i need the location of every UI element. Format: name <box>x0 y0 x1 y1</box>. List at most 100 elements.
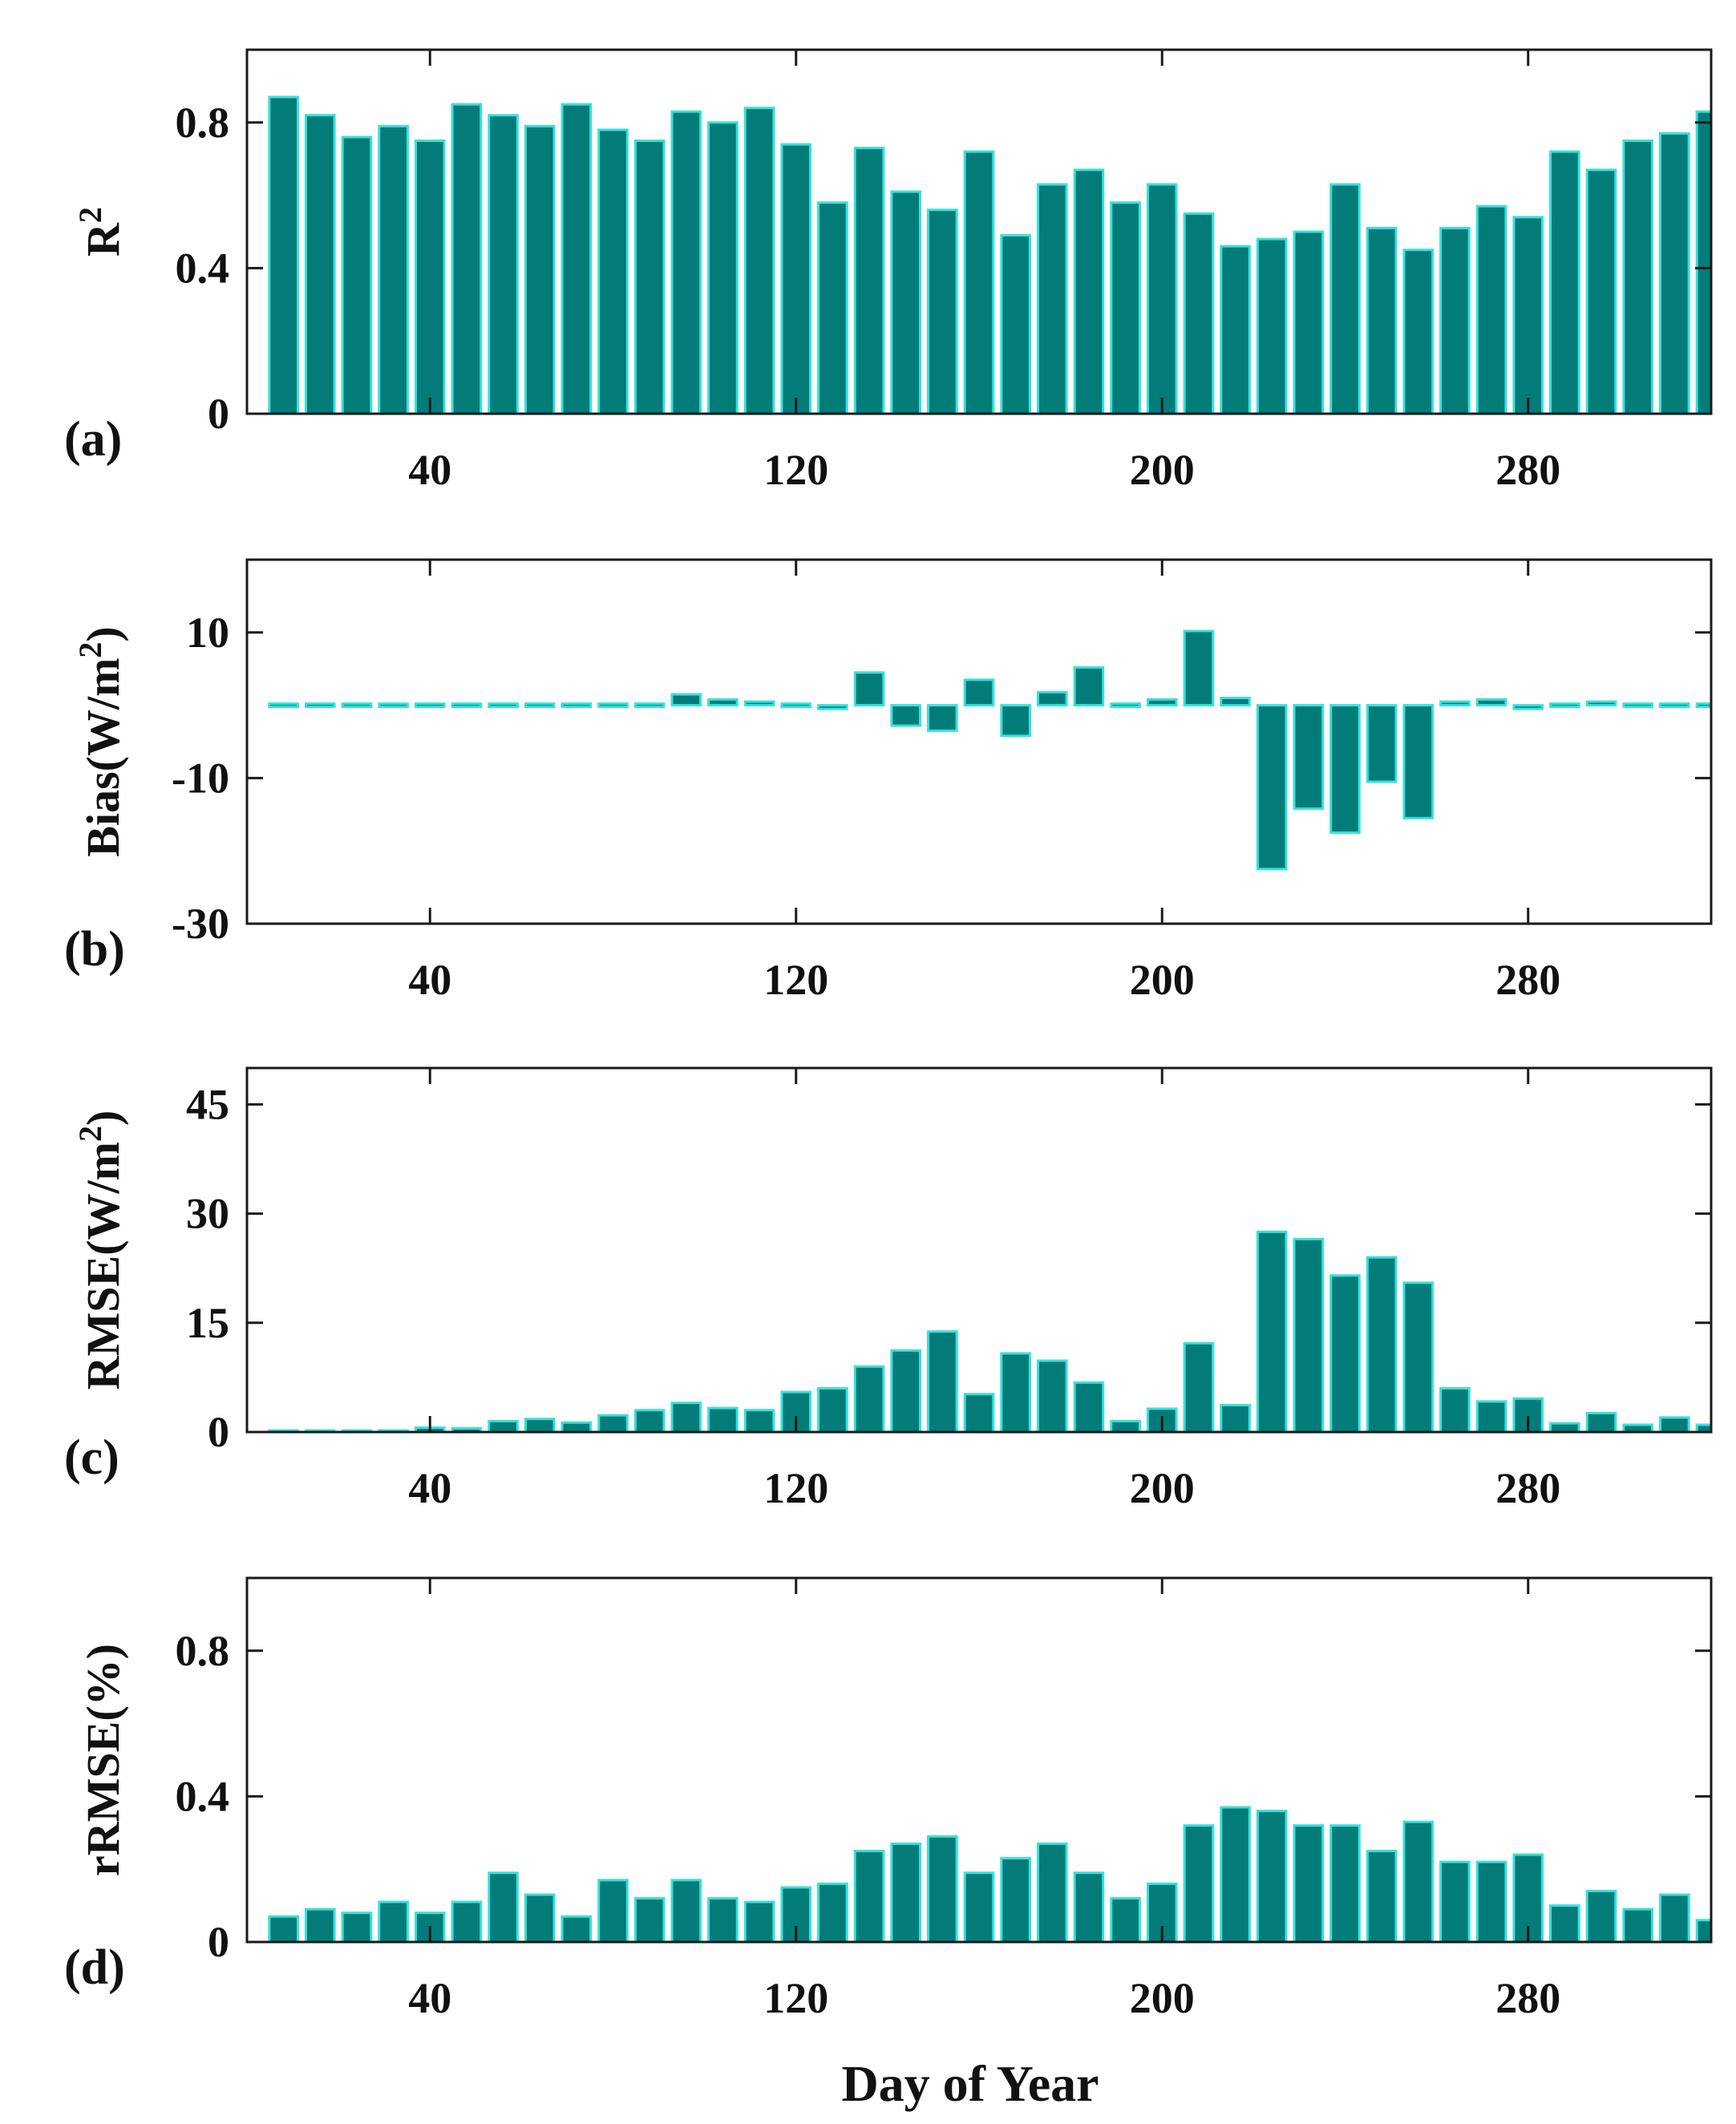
panel-label-c: (c) <box>64 1430 119 1485</box>
bar-a-20 <box>1000 234 1031 414</box>
xtick-label-c-3: 280 <box>1495 1464 1560 1512</box>
ytick-label-c-2: 30 <box>186 1190 229 1238</box>
bar-b-18 <box>927 704 958 732</box>
bar-c-15 <box>817 1387 848 1432</box>
bar-b-25 <box>1183 629 1215 707</box>
xtick-label-b-1: 120 <box>763 956 828 1004</box>
bar-d-22 <box>1073 1871 1105 1942</box>
bar-b-7 <box>524 702 556 709</box>
bar-b-16 <box>853 671 885 707</box>
bar-b-28 <box>1293 704 1325 811</box>
bar-d-20 <box>1000 1857 1031 1942</box>
bar-a-8 <box>560 103 593 414</box>
bar-c-30 <box>1366 1256 1398 1432</box>
y-axis-label-a: R2 <box>72 207 130 257</box>
bar-c-37 <box>1622 1423 1654 1432</box>
bar-b-24 <box>1146 698 1178 707</box>
ytick-label-b-2: 10 <box>186 609 229 657</box>
bar-c-9 <box>597 1414 629 1432</box>
bar-d-31 <box>1402 1820 1435 1942</box>
bar-d-17 <box>890 1842 922 1942</box>
bar-a-25 <box>1183 212 1215 414</box>
bar-a-26 <box>1220 245 1251 414</box>
bar-b-3 <box>378 702 409 709</box>
bar-d-5 <box>451 1900 483 1942</box>
bar-c-16 <box>853 1365 885 1432</box>
bar-b-26 <box>1220 697 1251 707</box>
bar-b-34 <box>1512 704 1544 710</box>
bar-d-7 <box>524 1893 556 1942</box>
bar-a-11 <box>670 110 702 414</box>
bar-d-28 <box>1293 1824 1325 1942</box>
ytick-label-c-3: 45 <box>186 1080 229 1128</box>
bar-c-18 <box>927 1330 958 1432</box>
bar-b-30 <box>1366 704 1398 783</box>
xtick-label-c-1: 120 <box>763 1464 828 1512</box>
bar-a-18 <box>927 208 958 414</box>
bars-d <box>268 1806 1711 1942</box>
bar-b-31 <box>1402 704 1435 819</box>
bar-d-19 <box>963 1871 995 1942</box>
bar-b-6 <box>488 702 519 709</box>
ytick-label-b-1: -10 <box>172 754 229 802</box>
bar-d-11 <box>670 1879 702 1942</box>
bar-a-30 <box>1366 226 1398 414</box>
bar-a-13 <box>743 107 775 414</box>
bar-d-25 <box>1183 1824 1215 1942</box>
bar-b-38 <box>1659 702 1690 709</box>
bar-d-27 <box>1256 1810 1288 1942</box>
bar-d-30 <box>1366 1850 1398 1942</box>
bar-d-2 <box>341 1912 373 1942</box>
bar-c-36 <box>1585 1411 1617 1432</box>
x-axis-label: Day of Year <box>841 2055 1099 2112</box>
bar-c-35 <box>1549 1422 1580 1432</box>
axes-frame-d <box>245 1576 1713 1944</box>
bar-c-31 <box>1402 1281 1435 1432</box>
bar-b-19 <box>963 678 995 707</box>
ytick-label-d-1: 0.4 <box>176 1772 230 1820</box>
panel-c: 0 15 30 45 40 120 200 280 RMSE(W/m2) (c) <box>64 1066 1713 1512</box>
bar-a-19 <box>963 150 995 414</box>
bar-d-1 <box>304 1908 336 1942</box>
bar-c-17 <box>890 1349 922 1432</box>
bars-c <box>268 1230 1711 1432</box>
bar-a-9 <box>597 128 629 414</box>
xtick-label-d-3: 280 <box>1495 1974 1560 2022</box>
bar-a-31 <box>1402 249 1435 414</box>
bar-b-13 <box>743 700 775 707</box>
bar-b-21 <box>1036 690 1068 707</box>
bar-c-38 <box>1659 1416 1690 1432</box>
bar-a-0 <box>268 95 299 414</box>
xtick-label-a-2: 200 <box>1130 446 1195 494</box>
bar-b-12 <box>707 698 739 707</box>
bar-a-32 <box>1439 226 1471 414</box>
bar-a-23 <box>1110 201 1141 414</box>
bar-a-3 <box>378 124 409 414</box>
panel-a: 0 0.4 0.8 40 120 200 280 R2 (a) <box>64 48 1713 494</box>
y-axis-label-b: Bias(W/m2) <box>72 626 130 856</box>
bar-b-27 <box>1256 704 1288 871</box>
bar-c-28 <box>1293 1237 1325 1432</box>
bar-d-6 <box>488 1871 519 1942</box>
bar-a-16 <box>853 147 885 414</box>
bar-d-16 <box>853 1850 885 1942</box>
xtick-label-a-1: 120 <box>763 446 828 494</box>
bar-c-33 <box>1475 1400 1507 1432</box>
bar-d-37 <box>1622 1908 1654 1942</box>
axes-frame-c <box>245 1066 1713 1434</box>
ytick-label-b-0: -30 <box>172 900 229 948</box>
bar-d-38 <box>1659 1893 1690 1942</box>
bar-a-17 <box>890 190 922 414</box>
bar-d-18 <box>927 1835 958 1942</box>
ytick-label-a-2: 0.8 <box>176 99 230 147</box>
bar-a-5 <box>451 103 483 414</box>
bar-d-39 <box>1695 1919 1711 1942</box>
bar-a-38 <box>1659 131 1690 414</box>
bar-c-23 <box>1110 1419 1141 1432</box>
bar-a-15 <box>817 201 848 414</box>
ytick-label-c-0: 0 <box>208 1408 229 1456</box>
bar-a-2 <box>341 136 373 414</box>
bar-d-3 <box>378 1900 409 1942</box>
bar-a-35 <box>1549 150 1580 414</box>
bar-d-12 <box>707 1897 739 1942</box>
